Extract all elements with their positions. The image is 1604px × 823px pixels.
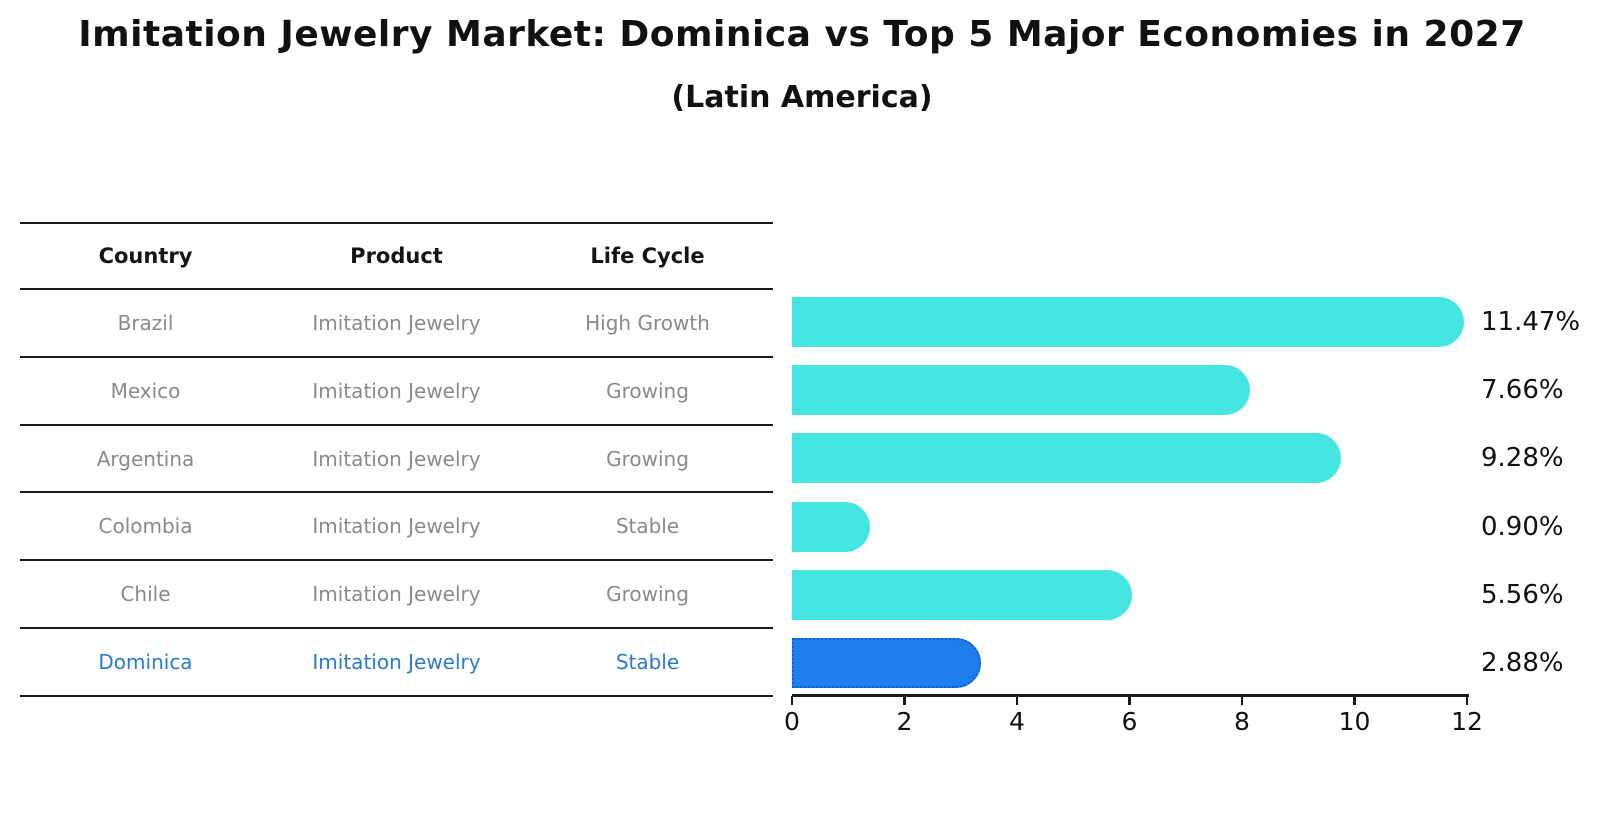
bar-colombia xyxy=(792,501,870,552)
table-cell-product: Imitation Jewelry xyxy=(312,514,481,539)
table-row-mexico: Mexico Imitation Jewelry Growing xyxy=(20,358,773,426)
chart-subtitle: (Latin America) xyxy=(671,80,933,115)
x-axis-tick-label: 10 xyxy=(1338,707,1371,736)
table-cell-life-cycle: Growing xyxy=(606,446,689,471)
table-cell-country: Mexico xyxy=(110,378,181,403)
table-header-row: Country Product Life Cycle xyxy=(20,224,773,290)
x-axis-tick xyxy=(903,696,906,705)
x-axis-tick-label: 8 xyxy=(1234,707,1250,736)
bar-value-label: 7.66% xyxy=(1481,375,1564,406)
table-cell-country: Dominica xyxy=(98,650,193,675)
table-row-chile: Chile Imitation Jewelry Growing xyxy=(20,561,773,630)
x-axis-tick xyxy=(1353,696,1356,705)
x-axis-tick xyxy=(1465,696,1469,705)
x-axis-tick xyxy=(1128,696,1131,705)
table-cell-product: Imitation Jewelry xyxy=(312,582,481,607)
table-row-dominica: Dominica Imitation Jewelry Stable xyxy=(20,629,773,697)
bar-value-label: 2.88% xyxy=(1481,647,1564,678)
table-cell-life-cycle: Stable xyxy=(615,514,680,539)
table-header-cell: Product xyxy=(350,244,443,268)
x-axis-line xyxy=(792,694,1469,697)
table-row-brazil: Brazil Imitation Jewelry High Growth xyxy=(20,290,773,358)
table-cell-life-cycle: Growing xyxy=(606,378,689,403)
chart-title: Imitation Jewelry Market: Dominica vs To… xyxy=(78,14,1526,55)
table-cell-country: Brazil xyxy=(117,310,174,335)
x-axis-tick-label: 4 xyxy=(1009,707,1025,736)
bar-value-label: 5.56% xyxy=(1481,579,1564,610)
table-cell-product: Imitation Jewelry xyxy=(312,446,481,471)
bar-dominica xyxy=(792,637,981,688)
x-axis-tick-label: 0 xyxy=(784,707,800,736)
table-header-cell: Life Cycle xyxy=(590,244,705,268)
bar-brazil xyxy=(792,297,1465,348)
bar-value-label: 9.28% xyxy=(1481,443,1564,474)
table-cell-product: Imitation Jewelry xyxy=(312,310,481,335)
comparison-table: Country Product Life Cycle Brazil Imitation … xyxy=(20,222,773,697)
bar-value-label: 11.47% xyxy=(1481,307,1581,338)
bar-value-label: 0.90% xyxy=(1481,511,1564,542)
x-axis-tick xyxy=(1240,696,1244,705)
bar-argentina xyxy=(792,433,1341,484)
table-row-colombia: Colombia Imitation Jewelry Stable xyxy=(20,493,773,562)
x-axis-tick-label: 6 xyxy=(1121,707,1138,736)
table-cell-life-cycle: Stable xyxy=(615,650,680,675)
table-cell-country: Colombia xyxy=(98,514,193,539)
x-axis-tick xyxy=(1015,696,1019,705)
x-axis-tick-label: 2 xyxy=(896,707,913,736)
table-cell-country: Argentina xyxy=(96,446,195,471)
x-axis-tick xyxy=(790,696,794,705)
x-axis-tick-label: 12 xyxy=(1451,707,1483,736)
bar-chile xyxy=(792,569,1132,620)
table-cell-country: Chile xyxy=(120,582,171,607)
bar-mexico xyxy=(792,365,1250,416)
table-cell-life-cycle: Growing xyxy=(606,582,689,607)
table-cell-product: Imitation Jewelry xyxy=(312,650,481,675)
table-cell-life-cycle: High Growth xyxy=(585,310,710,335)
table-row-argentina: Argentina Imitation Jewelry Growing xyxy=(20,426,773,494)
table-cell-product: Imitation Jewelry xyxy=(312,378,481,403)
table-header-cell: Country xyxy=(98,244,193,268)
